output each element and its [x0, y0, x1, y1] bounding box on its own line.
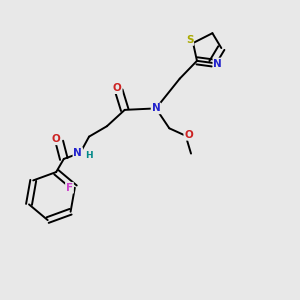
- Text: F: F: [66, 183, 73, 193]
- Text: N: N: [74, 148, 82, 158]
- Text: S: S: [186, 35, 193, 45]
- Text: O: O: [184, 130, 193, 140]
- Text: N: N: [152, 103, 160, 113]
- Text: N: N: [213, 58, 222, 68]
- Text: H: H: [85, 151, 93, 160]
- Text: O: O: [113, 83, 122, 93]
- Text: O: O: [52, 134, 61, 144]
